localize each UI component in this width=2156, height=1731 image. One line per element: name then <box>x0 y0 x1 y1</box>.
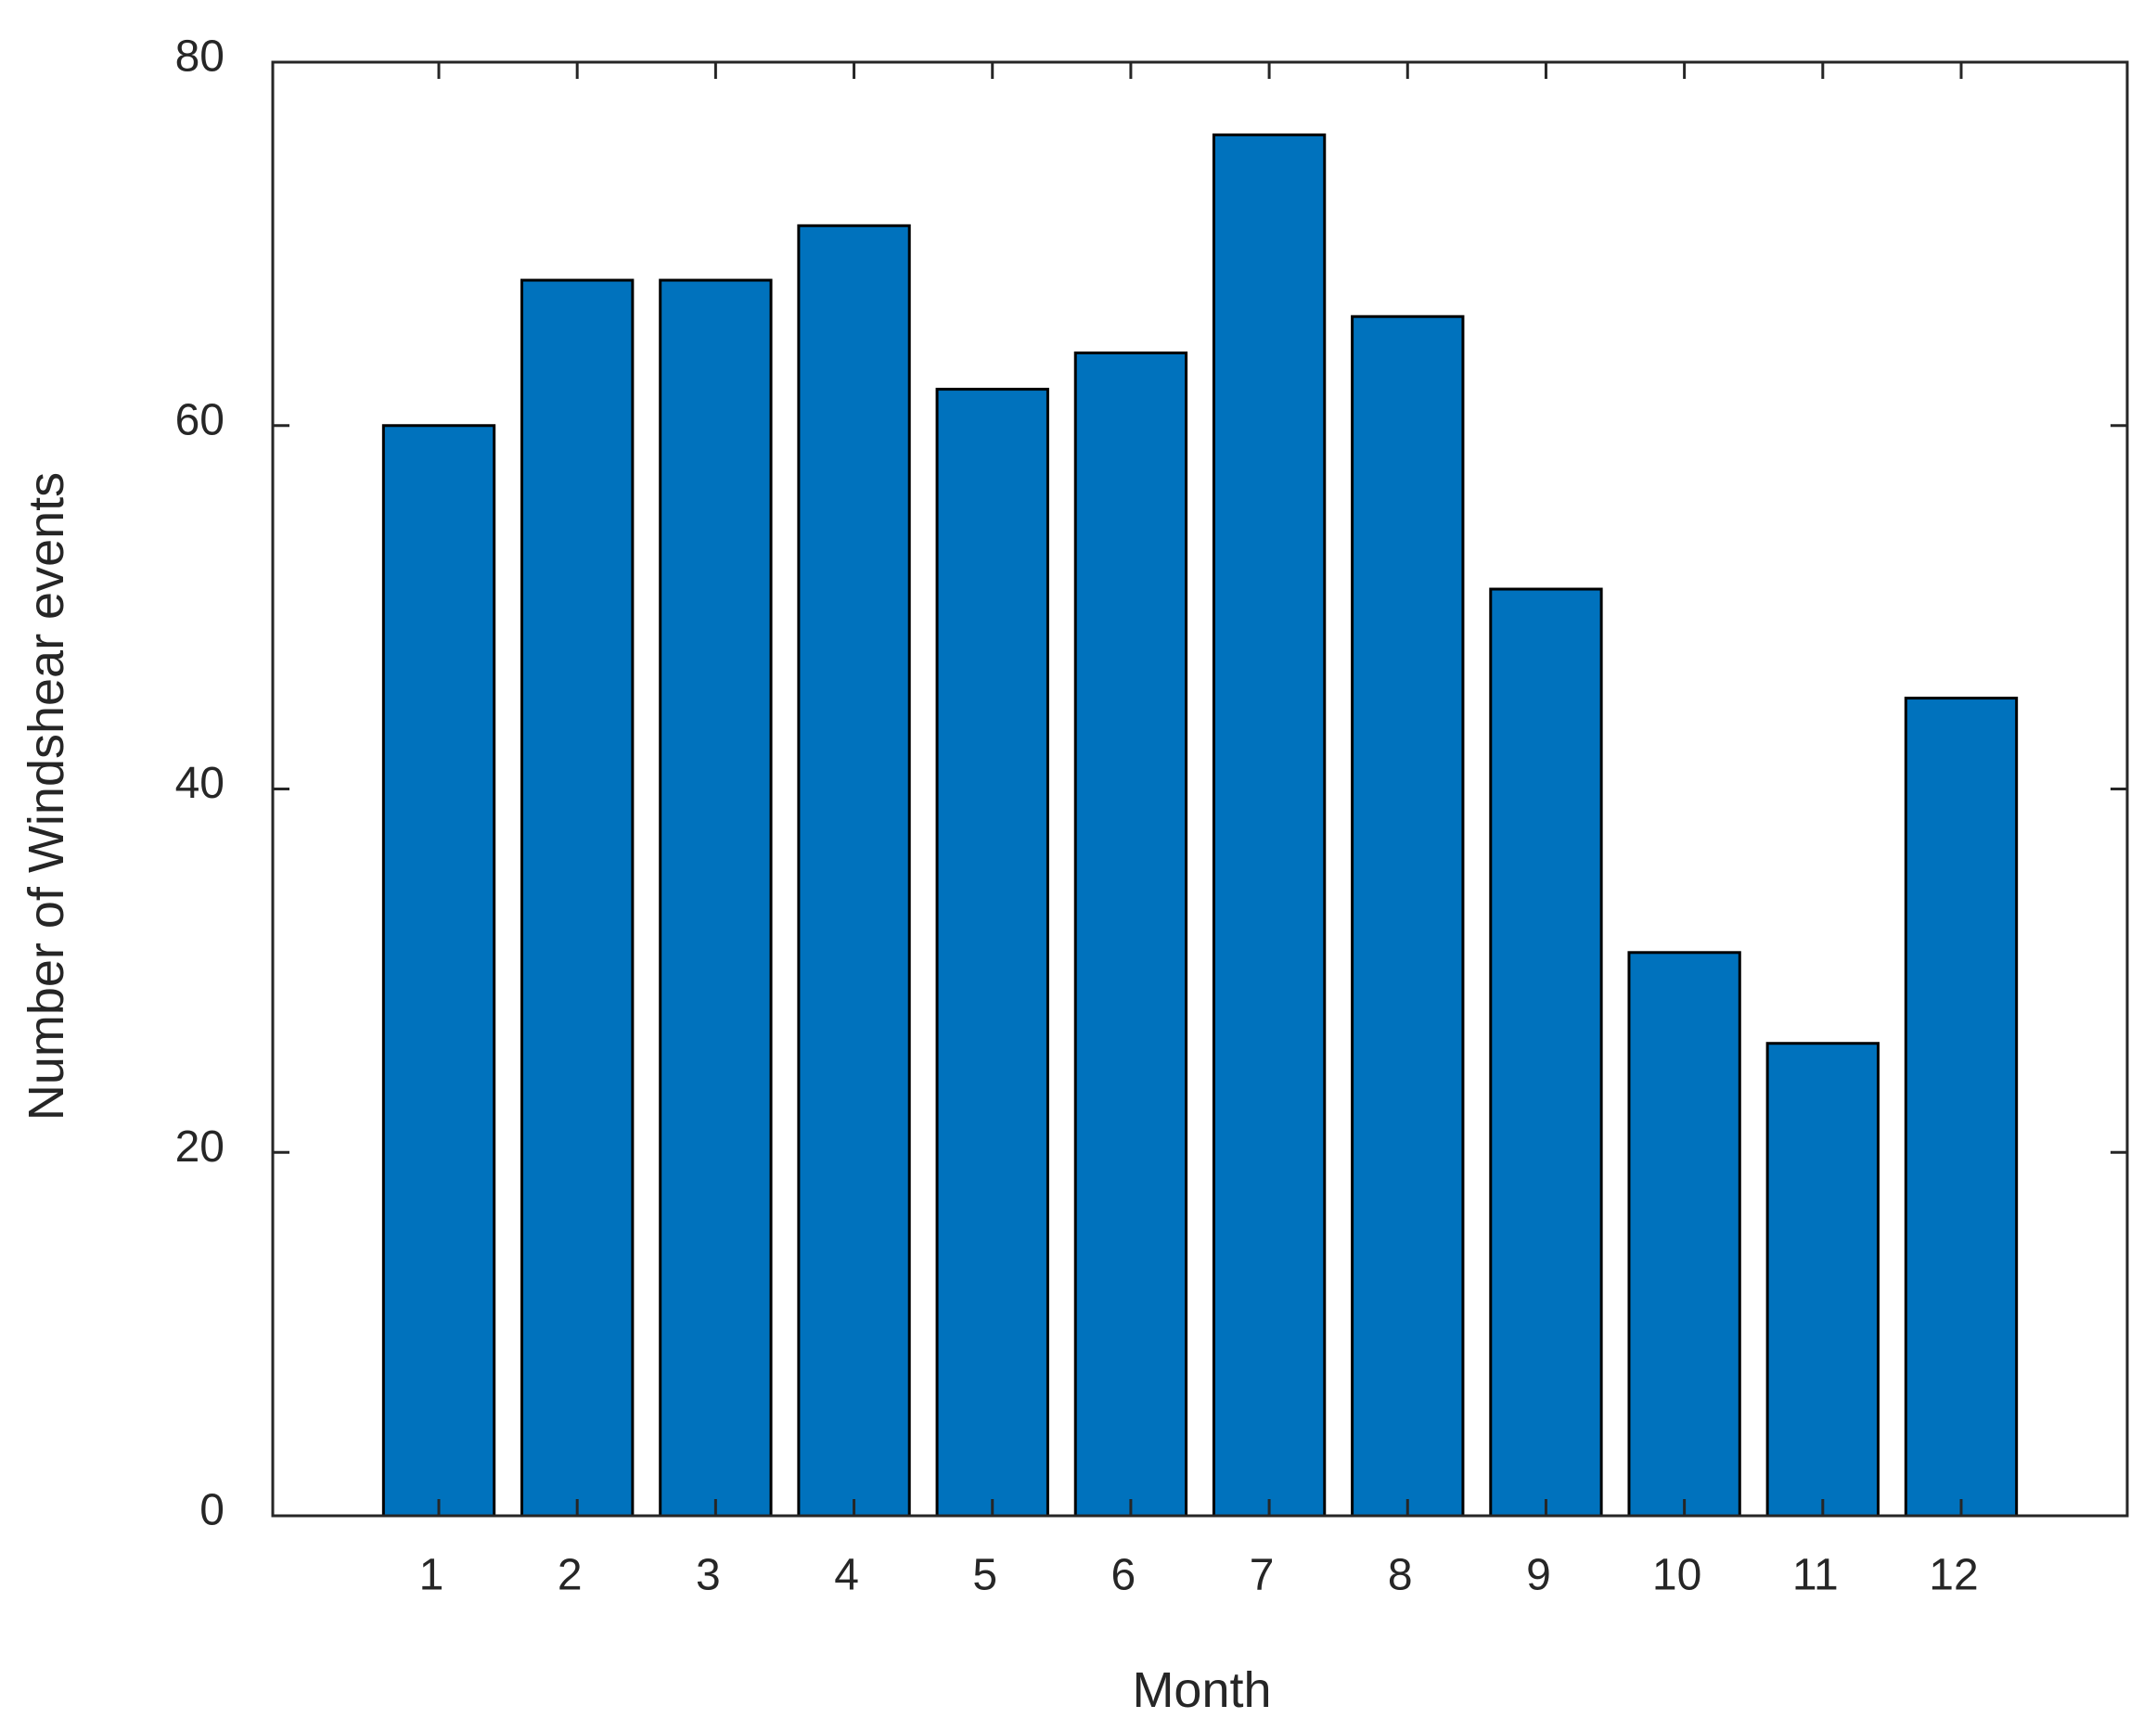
bar-month-3 <box>659 278 773 1518</box>
bar-month-4 <box>797 224 911 1518</box>
x-tick-label-2: 2 <box>558 1551 583 1600</box>
bar-month-8 <box>1351 314 1465 1518</box>
x-tick-label-8: 8 <box>1388 1551 1413 1600</box>
bar-month-7 <box>1212 133 1327 1518</box>
y-tick-labels: 0 20 40 60 80 <box>175 32 225 1535</box>
x-tick-label-5: 5 <box>972 1551 997 1600</box>
bar-month-1 <box>381 424 496 1518</box>
bar-month-2 <box>520 278 635 1518</box>
bar-month-9 <box>1489 587 1603 1518</box>
y-tick-label-40: 40 <box>175 759 225 808</box>
y-axis-label: Number of Windshear events <box>19 472 74 1121</box>
x-tick-label-6: 6 <box>1111 1551 1136 1600</box>
y-tick-label-0: 0 <box>199 1486 225 1535</box>
bar-month-11 <box>1765 1042 1880 1518</box>
x-tick-label-12: 12 <box>1929 1551 1978 1600</box>
bar-month-6 <box>1073 351 1188 1518</box>
bar-month-12 <box>1904 697 2019 1518</box>
x-tick-label-9: 9 <box>1526 1551 1551 1600</box>
x-tick-label-11: 11 <box>1792 1551 1839 1600</box>
x-tick-label-7: 7 <box>1250 1551 1275 1600</box>
x-tick-labels: 1 2 3 4 5 6 7 8 9 10 11 12 <box>419 1551 1979 1600</box>
x-tick-label-1: 1 <box>419 1551 444 1600</box>
x-tick-label-3: 3 <box>696 1551 721 1600</box>
x-axis-label: Month <box>1132 1662 1271 1718</box>
x-tick-label-4: 4 <box>834 1551 859 1600</box>
y-tick-label-80: 80 <box>175 32 225 82</box>
bars-group <box>381 133 2019 1518</box>
y-tick-label-60: 60 <box>175 395 225 444</box>
bar-month-5 <box>935 388 1049 1518</box>
x-tick-label-10: 10 <box>1652 1551 1701 1600</box>
axis-ticks <box>273 60 2127 1518</box>
y-tick-label-20: 20 <box>175 1122 225 1172</box>
bar-month-10 <box>1627 951 1741 1518</box>
